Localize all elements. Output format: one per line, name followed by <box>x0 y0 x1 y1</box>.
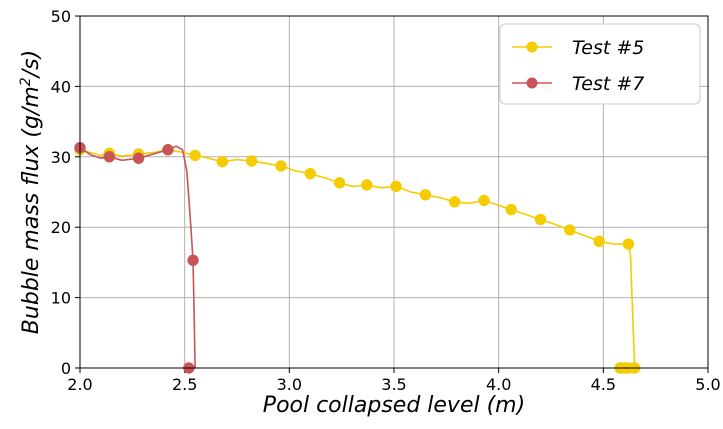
y-tick-label: 50 <box>51 7 71 26</box>
data-point <box>419 189 432 201</box>
legend-marker <box>526 41 538 53</box>
data-point <box>390 180 402 193</box>
data-point <box>361 179 373 191</box>
x-axis-label: Pool collapsed level (m) <box>263 393 525 418</box>
y-tick-labels: 0 10 20 30 40 50 <box>51 7 71 378</box>
legend: Test #5 Test #7 <box>499 23 701 105</box>
data-point <box>505 203 517 216</box>
data-point <box>564 224 576 236</box>
legend-label: Test #7 <box>572 73 644 95</box>
data-point <box>189 149 201 162</box>
data-point <box>103 151 116 163</box>
data-point <box>275 160 287 172</box>
series-line <box>79 145 196 369</box>
data-point <box>333 177 346 189</box>
y-tick-label: 20 <box>51 218 71 237</box>
series-test-5 <box>74 144 641 374</box>
data-point <box>216 155 229 168</box>
x-tick-label: 2.5 <box>172 375 197 394</box>
data-point <box>187 254 199 267</box>
x-tick-label: 4.5 <box>591 375 616 394</box>
y-tick-label: 30 <box>51 148 71 167</box>
data-point <box>162 144 174 156</box>
data-point <box>132 152 145 164</box>
series-line <box>79 149 636 369</box>
legend-marker <box>526 77 538 89</box>
data-point <box>304 167 317 180</box>
x-tick-label: 3.0 <box>277 375 302 394</box>
y-tick-label: 40 <box>51 77 71 96</box>
data-point <box>534 213 547 226</box>
x-tick-label: 4.0 <box>486 375 511 394</box>
legend-box <box>499 23 701 105</box>
y-axis-label: Bubble mass flux (g/m2/s) <box>18 50 44 334</box>
series-layer <box>74 141 641 374</box>
data-point <box>593 235 605 248</box>
data-point <box>478 194 490 207</box>
x-tick-label: 3.5 <box>381 375 406 394</box>
x-tick-label: 2.0 <box>67 375 92 394</box>
data-point <box>448 196 461 208</box>
series-test-7 <box>74 141 199 374</box>
y-tick-label: 10 <box>51 289 71 308</box>
y-tick-label: 0 <box>61 359 71 378</box>
data-point <box>622 238 635 250</box>
data-point <box>245 155 258 167</box>
legend-label: Test #5 <box>572 37 644 59</box>
plot-frame <box>79 15 709 369</box>
x-tick-labels: 2.0 2.5 3.0 3.5 4.0 4.5 5.0 <box>67 375 720 394</box>
x-tick-label: 5.0 <box>695 375 720 394</box>
